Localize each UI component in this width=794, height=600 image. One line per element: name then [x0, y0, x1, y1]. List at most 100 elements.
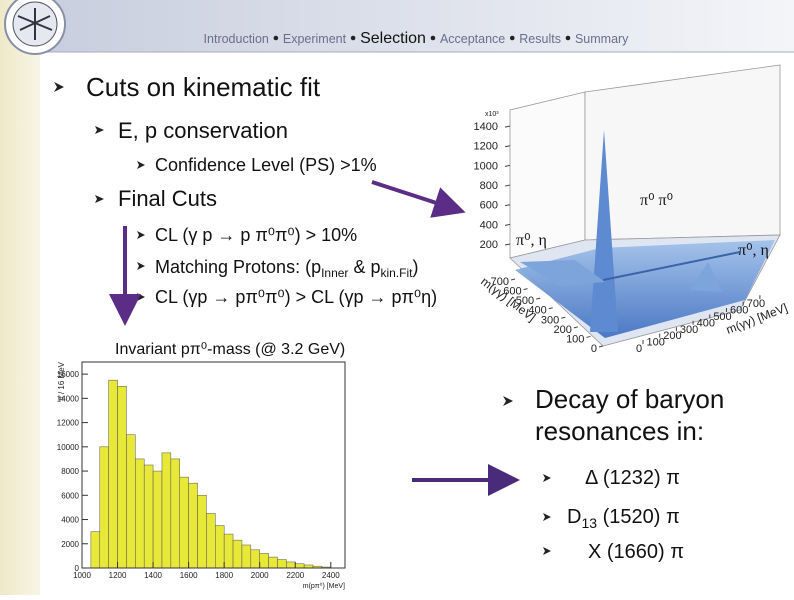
histogram-bar	[294, 563, 305, 569]
histogram-bar	[277, 559, 287, 569]
x-tick-label: 2000	[251, 571, 269, 580]
z-tick	[504, 204, 511, 207]
logo	[4, 0, 66, 55]
scale-label: x10³	[485, 111, 499, 118]
y-tick-label: 16000	[57, 370, 80, 379]
histogram-bar	[250, 549, 260, 569]
peak-annotation: π⁰, η	[738, 242, 769, 259]
y-tick-label: 500	[713, 311, 731, 323]
y-tick-label: 200	[663, 330, 681, 342]
nav-separator	[350, 35, 356, 41]
x-tick-label: 600	[503, 286, 521, 298]
nav-item: Introduction	[204, 32, 269, 46]
nav-item: Results	[519, 32, 561, 46]
cut-item: Confidence Level (PS) >1%	[155, 155, 377, 175]
histogram-bar	[188, 482, 198, 569]
navigation: Introduction Experiment Selection Acceptanc…	[204, 30, 630, 47]
histogram-bar	[143, 464, 154, 569]
x-tick	[598, 345, 604, 348]
text-part: (1520) π	[597, 506, 680, 528]
x-tick-label: 1800	[215, 571, 233, 580]
heading: resonances in:	[535, 416, 704, 446]
x-tick-label: 1200	[109, 571, 127, 580]
x-tick-label: 100	[566, 333, 584, 345]
histogram-bar	[259, 553, 269, 569]
resonance: X (1660) π	[588, 541, 684, 563]
resonance: D13 (1520) π	[567, 506, 680, 531]
z-tick	[504, 184, 511, 187]
nav-item: Summary	[575, 32, 629, 46]
x-tick-label: 1600	[180, 571, 198, 580]
nav-separator	[430, 35, 436, 41]
lego-plot	[509, 64, 781, 347]
x-tick-label: 700	[491, 276, 509, 288]
histogram-bar	[108, 379, 118, 569]
y-tick-label: 10000	[57, 443, 80, 452]
section-heading: Final Cuts	[118, 186, 217, 211]
histogram-bar	[223, 533, 234, 569]
arrow	[371, 180, 466, 218]
z-tick-label: 1200	[474, 141, 498, 153]
lego-axes: x10³200400600800100012001400010020030040…	[474, 111, 790, 355]
z-tick	[504, 223, 511, 226]
nav-separator	[273, 35, 279, 41]
y-tick-label: 600	[730, 305, 748, 317]
histogram-bar	[232, 539, 243, 569]
top-bar	[40, 0, 794, 52]
histogram-bar	[206, 513, 216, 569]
bullets	[54, 82, 551, 555]
nav-item: Experiment	[283, 32, 347, 46]
y-tick-label: 0	[636, 343, 642, 355]
plot-frame	[81, 361, 346, 569]
y-tick-label: 8000	[61, 467, 79, 476]
subscript: Inner	[321, 266, 348, 280]
y-tick-label: 700	[747, 298, 765, 310]
histogram-bar	[152, 470, 163, 569]
histogram-bar	[170, 458, 180, 569]
peak-annotation: π⁰ π⁰	[640, 192, 673, 209]
y-axis-label: # / 16 MeV	[57, 361, 66, 400]
y-tick-label: 400	[697, 317, 715, 329]
text-part: & p	[348, 257, 380, 277]
cut-item: CL (γ p → p π⁰π⁰) > 10%	[155, 225, 357, 245]
y-tick-label: 0	[75, 564, 80, 573]
x-tick	[536, 297, 541, 300]
x-tick	[523, 288, 528, 291]
x-tick	[548, 307, 553, 310]
z-tick-label: 200	[480, 239, 498, 251]
x-tick-label: 500	[516, 295, 534, 307]
histogram-bar	[215, 525, 225, 569]
cut-item: Matching Protons: (pInner & pkin.Fit)	[155, 257, 418, 280]
x-tick-label: 1400	[144, 571, 162, 580]
subscript: kin.Fit	[380, 266, 413, 280]
histogram-bar	[90, 531, 101, 569]
text-part: Matching Protons: (p	[155, 257, 321, 277]
x-tick-label: 1000	[73, 571, 91, 580]
y-tick-label: 6000	[61, 491, 79, 500]
z-tick-label: 400	[480, 219, 498, 231]
y-tick-label: 100	[647, 337, 665, 349]
z-tick	[504, 164, 511, 167]
y-tick-label: 12000	[57, 419, 80, 428]
x-tick-label: 2200	[286, 571, 304, 580]
z-tick-label: 1400	[474, 121, 498, 133]
z-tick-label: 800	[480, 180, 498, 192]
x-tick-label: 300	[541, 314, 559, 326]
histogram: 0 2000 4000 6000 8000 10000 12000 14000 16000 100…	[57, 361, 346, 590]
nav-item: Selection	[360, 30, 426, 47]
x-tick-label: 2400	[322, 571, 340, 580]
caption: Invariant pπ⁰-mass (@ 3.2 GeV)	[115, 341, 345, 358]
sidebar	[0, 0, 40, 595]
slide-title: Cuts on kinematic fit	[86, 72, 321, 102]
histogram-bar	[286, 561, 296, 569]
nav-separator	[509, 35, 515, 41]
x-tick	[510, 278, 516, 281]
x-tick-label: 200	[554, 324, 572, 336]
heading: Decay of baryon	[535, 384, 724, 414]
histogram-bar	[126, 434, 136, 569]
z-tick	[504, 243, 511, 246]
x-tick	[573, 326, 578, 329]
histogram-bar	[241, 544, 252, 569]
